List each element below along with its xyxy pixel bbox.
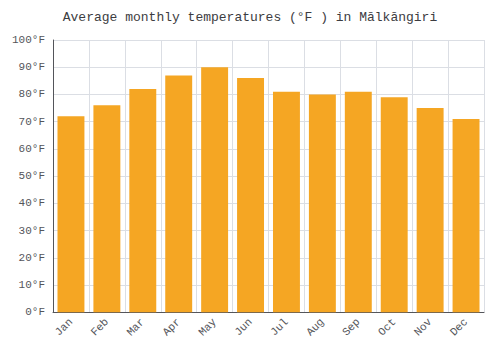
svg-text:10°F: 10°F (19, 279, 45, 291)
svg-text:Feb: Feb (89, 316, 111, 338)
svg-text:70°F: 70°F (19, 116, 45, 128)
svg-text:Mar: Mar (125, 316, 147, 338)
svg-text:50°F: 50°F (19, 170, 45, 182)
svg-text:20°F: 20°F (19, 252, 45, 264)
svg-text:Dec: Dec (448, 316, 470, 338)
svg-text:60°F: 60°F (19, 143, 45, 155)
svg-text:30°F: 30°F (19, 225, 45, 237)
svg-text:80°F: 80°F (19, 88, 45, 100)
svg-text:40°F: 40°F (19, 197, 45, 209)
svg-text:Sep: Sep (340, 316, 362, 338)
svg-text:May: May (196, 316, 219, 339)
svg-text:Average monthly temperatures (: Average monthly temperatures (°F ) in Mā… (63, 10, 438, 25)
svg-text:0°F: 0°F (25, 306, 45, 318)
svg-text:Oct: Oct (376, 316, 398, 338)
svg-text:Aug: Aug (304, 316, 326, 338)
svg-text:Jun: Jun (232, 316, 254, 338)
svg-text:Jul: Jul (268, 316, 290, 338)
svg-text:Jan: Jan (53, 316, 75, 338)
svg-text:90°F: 90°F (19, 61, 45, 73)
svg-text:Nov: Nov (412, 316, 435, 339)
svg-text:Apr: Apr (160, 316, 182, 338)
svg-text:100°F: 100°F (12, 34, 45, 46)
